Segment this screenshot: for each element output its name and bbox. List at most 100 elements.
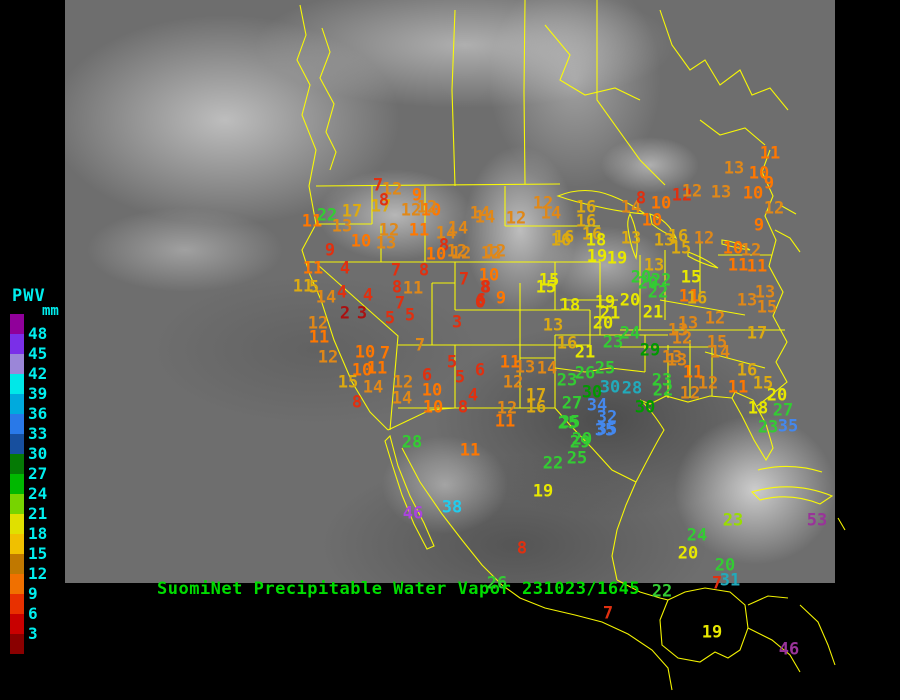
- station-value: 5: [454, 367, 466, 388]
- station-value: 11: [746, 256, 768, 277]
- station-value: 13: [542, 315, 564, 336]
- station-value: 20: [714, 555, 736, 576]
- station-value: 14: [536, 358, 558, 379]
- station-value: 5: [384, 308, 396, 329]
- station-value: 23: [722, 510, 744, 531]
- legend-value: 42: [28, 364, 48, 383]
- station-value: 12: [671, 328, 693, 349]
- station-value: 13: [375, 233, 397, 254]
- station-value: 10: [641, 210, 663, 231]
- legend-color-swatch: [10, 634, 24, 654]
- station-value: 9: [324, 240, 336, 261]
- station-value: 24: [619, 323, 641, 344]
- legend-color-swatch: [10, 454, 24, 474]
- station-value: 13: [666, 350, 688, 371]
- legend-color-swatch: [10, 514, 24, 534]
- station-value: 11: [408, 220, 430, 241]
- station-value: 38: [441, 497, 463, 518]
- station-value: 11: [494, 411, 516, 432]
- legend-value: 39: [28, 384, 48, 403]
- station-value: 35: [596, 419, 618, 440]
- station-value: 7: [394, 293, 406, 314]
- legend-color-swatch: [10, 574, 24, 594]
- station-value: 8: [438, 235, 450, 256]
- legend-value: 45: [28, 344, 48, 363]
- station-value: 16: [667, 226, 689, 247]
- station-value: 20: [619, 290, 641, 311]
- station-value: 9: [411, 185, 423, 206]
- station-value: 14: [540, 203, 562, 224]
- legend-color-swatch: [10, 414, 24, 434]
- station-value: 22: [652, 380, 674, 401]
- station-value: 11: [727, 255, 749, 276]
- station-value: 6: [474, 360, 486, 381]
- station-value: 30: [581, 382, 603, 403]
- station-value: 10: [650, 193, 672, 214]
- station-value: 11: [759, 143, 781, 164]
- station-value: 13: [620, 228, 642, 249]
- station-value: 27: [561, 393, 583, 414]
- station-value: 25: [557, 413, 579, 434]
- legend-color-swatch: [10, 394, 24, 414]
- station-value: 11: [499, 352, 521, 373]
- station-value: 10: [422, 397, 444, 418]
- station-value: 14: [362, 377, 384, 398]
- station-value: 16: [553, 227, 575, 248]
- legend-color-swatch: [10, 494, 24, 514]
- station-value: 18: [585, 230, 607, 251]
- station-value: 20: [592, 313, 614, 334]
- station-value: 5: [446, 352, 458, 373]
- legend-color-swatch: [10, 474, 24, 494]
- station-value: 23: [651, 370, 673, 391]
- station-value: 12: [480, 243, 502, 264]
- station-value: 46: [402, 503, 424, 524]
- station-value: 11: [308, 327, 330, 348]
- legend-value: 15: [28, 544, 48, 563]
- station-value: 6: [474, 292, 486, 313]
- station-value: 2: [339, 303, 351, 324]
- station-value: 13: [723, 158, 745, 179]
- station-value: 14: [391, 388, 413, 409]
- product-timestamp: 231023/1645: [522, 579, 641, 599]
- station-value: 20: [677, 543, 699, 564]
- station-value: 28: [621, 378, 643, 399]
- station-value: 46: [778, 639, 800, 660]
- station-value: 4: [467, 385, 479, 406]
- legend-value: 9: [28, 584, 38, 603]
- station-value: 8: [418, 260, 430, 281]
- station-value: 12: [505, 208, 527, 229]
- station-value: 10: [420, 200, 442, 221]
- legend-value: 27: [28, 464, 48, 483]
- station-value: 12: [400, 200, 422, 221]
- legend-color-swatch: [10, 534, 24, 554]
- station-value: 15: [538, 270, 560, 291]
- station-value: 8: [351, 392, 363, 413]
- station-value: 12: [693, 228, 715, 249]
- station-value: 21: [599, 303, 621, 324]
- station-value: 15: [337, 372, 359, 393]
- station-value: 12: [697, 373, 719, 394]
- station-value: 13: [677, 313, 699, 334]
- legend-color-swatch: [10, 334, 24, 354]
- station-value: 53: [806, 510, 828, 531]
- legend-value: 36: [28, 404, 48, 423]
- legend-value: 48: [28, 324, 48, 343]
- station-value: 13: [643, 255, 665, 276]
- station-value: 12: [671, 185, 693, 206]
- station-value: 25: [566, 448, 588, 469]
- station-value: 22: [647, 282, 669, 303]
- station-value: 7: [602, 603, 614, 624]
- station-value: 22: [542, 453, 564, 474]
- station-value: 17: [746, 323, 768, 344]
- station-value: 5: [404, 305, 416, 326]
- legend-color-swatch: [10, 374, 24, 394]
- station-value: 16: [525, 397, 547, 418]
- station-value: 21: [574, 342, 596, 363]
- station-value: 12: [763, 198, 785, 219]
- station-value: 25: [594, 358, 616, 379]
- station-value: 12: [704, 308, 726, 329]
- station-value: 13: [710, 182, 732, 203]
- station-value: 10: [478, 265, 500, 286]
- station-value: 12: [450, 243, 472, 264]
- station-value: 17: [525, 385, 547, 406]
